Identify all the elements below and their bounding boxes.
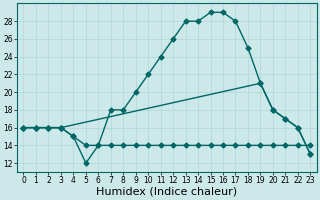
X-axis label: Humidex (Indice chaleur): Humidex (Indice chaleur) [96, 187, 237, 197]
